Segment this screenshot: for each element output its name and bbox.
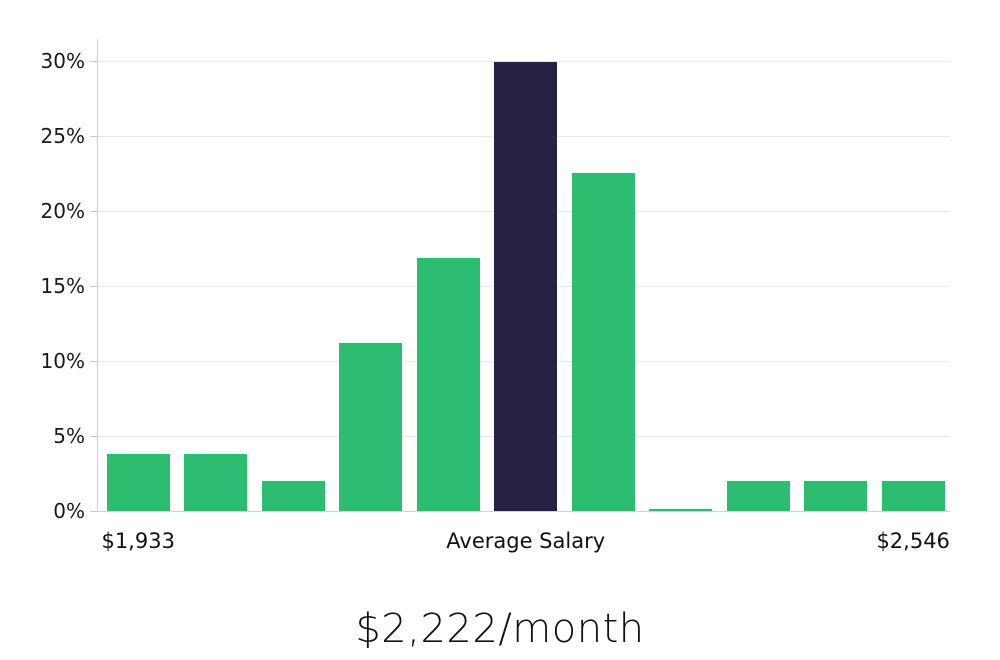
bar-highlighted-average — [494, 62, 558, 511]
bar — [726, 481, 790, 511]
gridline — [97, 510, 950, 512]
y-axis-tick-label: 10% — [40, 349, 85, 373]
y-axis-tick-label: 15% — [40, 274, 85, 298]
y-axis-tick-label: 25% — [40, 124, 85, 148]
y-axis-tick-label: 0% — [53, 499, 85, 523]
x-axis-label: $1,933 — [101, 529, 175, 553]
y-axis-tick — [90, 510, 97, 512]
bar — [804, 481, 868, 511]
bar — [571, 173, 635, 511]
y-axis-tick-label: 30% — [40, 49, 85, 73]
y-axis-tick — [90, 210, 97, 212]
bar — [184, 454, 248, 511]
gridline — [97, 60, 950, 62]
bar — [416, 258, 480, 511]
bar — [881, 481, 945, 511]
x-axis-label: Average Salary — [446, 529, 606, 553]
y-axis-tick-label: 5% — [53, 424, 85, 448]
y-axis-line — [97, 38, 98, 511]
x-axis-label: $2,546 — [876, 529, 950, 553]
average-salary-title: $2,222/month — [355, 606, 645, 652]
y-axis-tick — [90, 285, 97, 287]
bar — [106, 454, 170, 511]
y-axis-tick-label: 20% — [40, 199, 85, 223]
bar — [339, 343, 403, 511]
y-axis-tick — [90, 60, 97, 62]
bar — [649, 509, 713, 511]
bar — [261, 481, 325, 511]
y-axis-tick — [90, 435, 97, 437]
y-axis-tick — [90, 360, 97, 362]
y-axis-tick — [90, 135, 97, 137]
